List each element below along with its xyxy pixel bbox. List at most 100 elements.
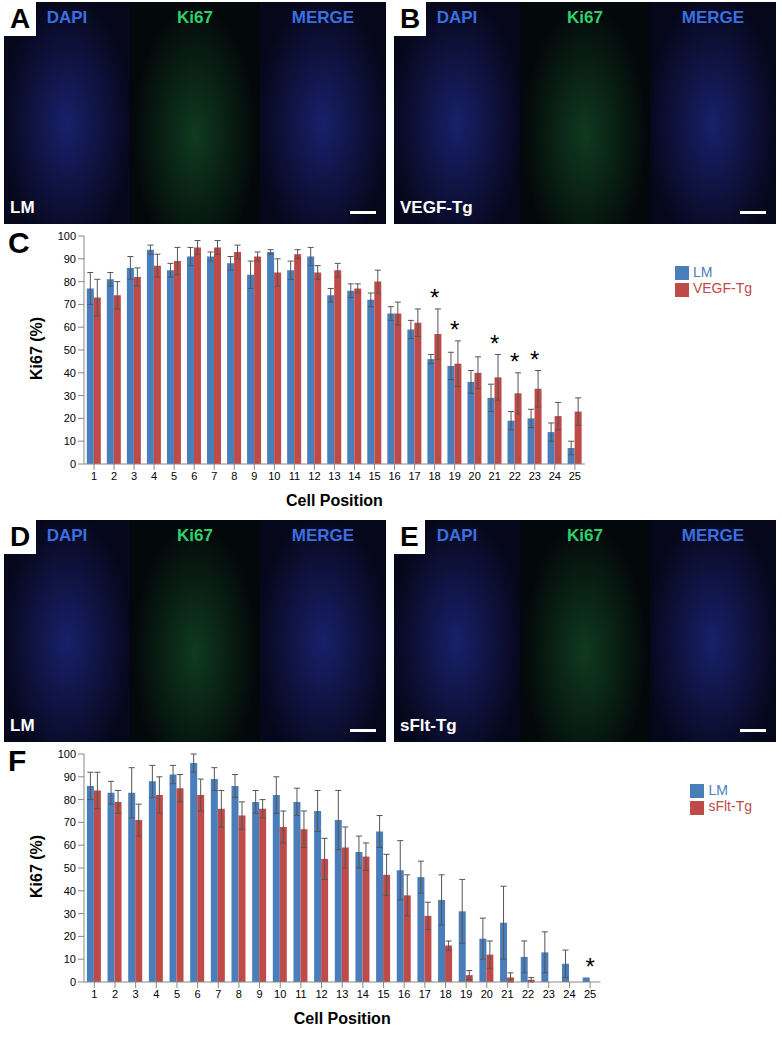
svg-text:100: 100 — [58, 748, 76, 760]
html-text:LM: LM — [10, 716, 35, 735]
svg-text:*: * — [530, 346, 539, 373]
html-text:DAPI: DAPI — [46, 8, 88, 27]
svg-text:70: 70 — [64, 298, 76, 310]
svg-text:Ki67 (%): Ki67 (%) — [28, 835, 45, 898]
svg-text:25: 25 — [569, 470, 581, 482]
svg-text:23: 23 — [543, 988, 555, 1000]
svg-text:12: 12 — [308, 470, 320, 482]
svg-text:90: 90 — [64, 771, 76, 783]
svg-text:15: 15 — [377, 988, 389, 1000]
svg-text:4: 4 — [153, 988, 159, 1000]
html-text:Ki67: Ki67 — [567, 526, 603, 545]
html-text:DAPI: DAPI — [436, 526, 478, 545]
svg-text:13: 13 — [336, 988, 348, 1000]
svg-text:23: 23 — [529, 470, 541, 482]
html-text:DAPI: DAPI — [46, 526, 88, 545]
svg-text:21: 21 — [501, 988, 513, 1000]
svg-text:40: 40 — [64, 367, 76, 379]
svg-text:11: 11 — [289, 470, 300, 482]
svg-text:8: 8 — [231, 470, 237, 482]
html-text:B: B — [400, 3, 421, 34]
svg-text:12: 12 — [315, 988, 327, 1000]
svg-text:20: 20 — [469, 470, 481, 482]
svg-text:5: 5 — [171, 470, 177, 482]
svg-text:18: 18 — [428, 470, 440, 482]
svg-text:50: 50 — [64, 862, 76, 874]
svg-text:14: 14 — [348, 470, 360, 482]
svg-text:60: 60 — [64, 321, 76, 333]
svg-text:*: * — [450, 316, 459, 343]
svg-text:9: 9 — [257, 988, 263, 1000]
html-text:D: D — [10, 521, 31, 552]
html-text:VEGF-Tg: VEGF-Tg — [400, 198, 473, 217]
svg-text:24: 24 — [549, 470, 561, 482]
svg-text:8: 8 — [236, 988, 242, 1000]
svg-text:*: * — [585, 953, 594, 980]
svg-text:5: 5 — [174, 988, 180, 1000]
svg-text:3: 3 — [133, 988, 139, 1000]
svg-text:*: * — [490, 330, 499, 357]
svg-text:21: 21 — [489, 470, 501, 482]
svg-text:16: 16 — [388, 470, 400, 482]
svg-text:15: 15 — [368, 470, 380, 482]
svg-text:Ki67 (%): Ki67 (%) — [28, 317, 45, 380]
svg-text:13: 13 — [328, 470, 340, 482]
svg-text:16: 16 — [398, 988, 410, 1000]
svg-text:2: 2 — [111, 470, 117, 482]
svg-text:0: 0 — [70, 458, 76, 470]
svg-text:6: 6 — [191, 470, 197, 482]
svg-text:*: * — [510, 348, 519, 375]
svg-text:14: 14 — [357, 988, 369, 1000]
svg-text:1: 1 — [91, 470, 97, 482]
svg-text:22: 22 — [509, 470, 521, 482]
svg-text:10: 10 — [64, 953, 76, 965]
svg-text:18: 18 — [439, 988, 451, 1000]
svg-text:Cell Position: Cell Position — [286, 492, 383, 509]
svg-text:25: 25 — [584, 988, 596, 1000]
svg-text:10: 10 — [274, 988, 286, 1000]
svg-text:3: 3 — [131, 470, 137, 482]
svg-text:20: 20 — [64, 930, 76, 942]
svg-text:90: 90 — [64, 253, 76, 265]
svg-text:9: 9 — [251, 470, 257, 482]
html-text:C: C — [8, 226, 30, 259]
svg-text:80: 80 — [64, 794, 76, 806]
svg-text:4: 4 — [151, 470, 157, 482]
svg-text:6: 6 — [195, 988, 201, 1000]
svg-text:50: 50 — [64, 344, 76, 356]
svg-text:17: 17 — [419, 988, 431, 1000]
svg-text:70: 70 — [64, 816, 76, 828]
svg-text:0: 0 — [70, 976, 76, 988]
svg-text:10: 10 — [268, 470, 280, 482]
html-text:A: A — [10, 3, 31, 34]
svg-text:22: 22 — [522, 988, 534, 1000]
svg-text:10: 10 — [64, 435, 76, 447]
svg-text:30: 30 — [64, 390, 76, 402]
html-text:DAPI: DAPI — [436, 8, 478, 27]
svg-text:24: 24 — [563, 988, 575, 1000]
html-text:LM: LM — [10, 198, 35, 217]
svg-text:2: 2 — [112, 988, 118, 1000]
svg-text:19: 19 — [460, 988, 472, 1000]
svg-text:30: 30 — [64, 908, 76, 920]
html-text:MERGE: MERGE — [291, 8, 355, 27]
html-text:Ki67: Ki67 — [567, 8, 603, 27]
svg-text:1: 1 — [91, 988, 97, 1000]
svg-text:11: 11 — [295, 988, 306, 1000]
svg-text:7: 7 — [211, 470, 217, 482]
svg-text:40: 40 — [64, 885, 76, 897]
svg-text:17: 17 — [408, 470, 420, 482]
svg-text:20: 20 — [64, 412, 76, 424]
svg-text:100: 100 — [58, 230, 76, 242]
svg-text:Cell Position: Cell Position — [294, 1010, 391, 1027]
svg-text:20: 20 — [481, 988, 493, 1000]
html-text:Ki67: Ki67 — [177, 8, 213, 27]
html-text:MERGE: MERGE — [681, 8, 745, 27]
svg-text:7: 7 — [215, 988, 221, 1000]
svg-text:80: 80 — [64, 276, 76, 288]
svg-text:19: 19 — [449, 470, 461, 482]
svg-text:*: * — [430, 284, 439, 311]
html-text:Ki67: Ki67 — [177, 526, 213, 545]
svg-text:60: 60 — [64, 839, 76, 851]
html-text:MERGE: MERGE — [291, 526, 355, 545]
